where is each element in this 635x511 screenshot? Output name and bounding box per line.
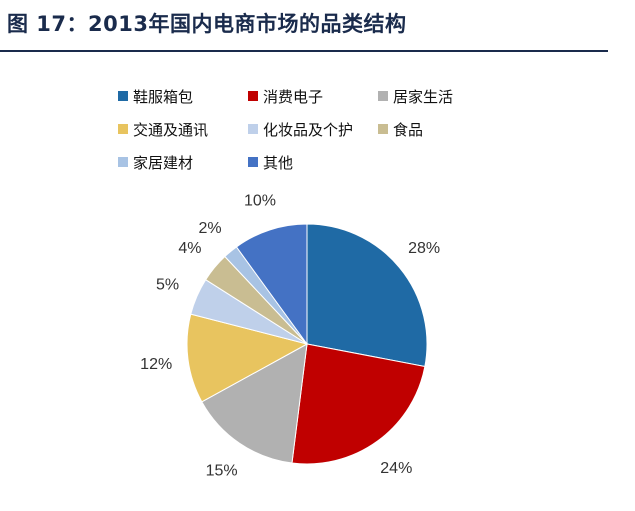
pie-value-label: 12% bbox=[140, 356, 172, 373]
legend-swatch bbox=[118, 157, 128, 167]
legend-label: 居家生活 bbox=[393, 88, 453, 106]
pie-value-label: 28% bbox=[408, 240, 440, 257]
pie-value-label: 2% bbox=[199, 220, 222, 237]
legend-label: 食品 bbox=[393, 121, 423, 139]
legend-swatch bbox=[118, 91, 128, 101]
pie-labels: 28% 24% 15% 12% 5% 4% 2% 10% bbox=[140, 192, 440, 479]
pie-slice bbox=[201, 343, 308, 464]
legend-label: 交通及通讯 bbox=[133, 121, 208, 139]
pie-slices bbox=[186, 223, 428, 465]
figure-title: 图 17：2013年国内电商市场的品类结构 bbox=[7, 12, 407, 36]
legend-swatch bbox=[248, 157, 258, 167]
pie-slice bbox=[235, 223, 308, 346]
pie-value-label: 5% bbox=[156, 277, 179, 294]
legend-label: 家居建材 bbox=[133, 154, 193, 172]
title-divider bbox=[0, 50, 608, 52]
legend-swatch bbox=[248, 124, 258, 134]
legend-label: 其他 bbox=[263, 154, 293, 172]
pie-slice bbox=[186, 313, 309, 403]
legend-swatch bbox=[118, 124, 128, 134]
pie-slice bbox=[291, 343, 426, 465]
legend-label: 化妆品及个护 bbox=[263, 121, 353, 139]
pie-value-label: 4% bbox=[178, 240, 201, 257]
legend-swatch bbox=[378, 124, 388, 134]
pie-value-label: 24% bbox=[380, 460, 412, 477]
legend-label: 鞋服箱包 bbox=[133, 88, 193, 106]
pie-value-label: 15% bbox=[206, 463, 238, 480]
pie-value-label: 10% bbox=[244, 192, 276, 209]
legend-swatch bbox=[248, 91, 258, 101]
legend-label: 消费电子 bbox=[263, 88, 323, 106]
pie-slice bbox=[306, 223, 428, 368]
legend-swatch bbox=[378, 91, 388, 101]
